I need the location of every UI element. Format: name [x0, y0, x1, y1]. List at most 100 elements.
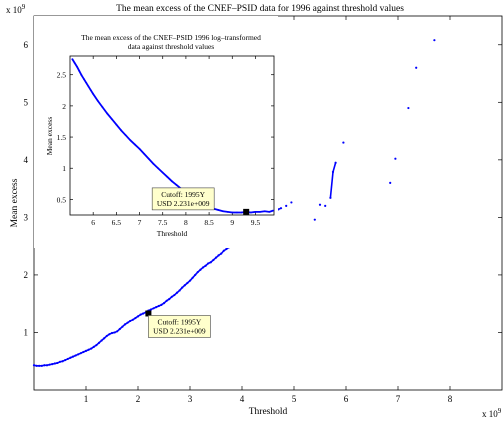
inset-y-tick-label: 1.5: [57, 133, 67, 142]
inset-data-segment: [129, 139, 136, 146]
main-data-point: [433, 39, 436, 42]
main-data-point: [342, 141, 345, 144]
main-data-segment: [189, 277, 194, 282]
main-data-segment: [210, 259, 214, 263]
main-data-segment: [46, 363, 50, 367]
inset-data-segment: [222, 210, 228, 213]
main-data-segment: [194, 271, 199, 276]
main-x-multiplier: x 109: [482, 407, 502, 419]
main-data-segment: [54, 362, 58, 365]
inset-x-tick-label: 7.5: [158, 218, 168, 227]
main-data-segment: [127, 320, 131, 324]
main-data-point: [290, 201, 293, 204]
inset-data-segment: [227, 210, 233, 214]
main-y-tick-label: 3: [24, 212, 29, 222]
main-y-tick-label: 6: [24, 40, 29, 50]
main-data-segment: [103, 335, 108, 339]
main-data-segment: [124, 322, 129, 326]
main-data-segment: [278, 207, 282, 211]
main-data-segment: [80, 351, 84, 354]
main-data-segment: [59, 360, 63, 363]
main-data-segment: [166, 298, 170, 302]
main-data-segment: [153, 306, 157, 310]
main-data-segment: [184, 282, 188, 286]
main-data-segment: [93, 344, 97, 348]
inset-data-segment: [73, 62, 78, 68]
main-data-segment: [109, 332, 113, 335]
main-annotation-line1: Cutoff: 1995Y: [157, 317, 201, 326]
main-data-segment: [220, 250, 225, 255]
main-data-segment: [199, 266, 204, 271]
main-annotation-box: [148, 315, 211, 338]
main-data-segment: [111, 331, 115, 334]
main-data-segment: [160, 302, 165, 306]
inset-chart: The mean excess of the CNEF–PSID 1996 lo…: [34, 16, 278, 248]
main-data-segment: [132, 317, 136, 321]
main-data-segment: [158, 304, 162, 307]
inset-cutoff-marker: [243, 208, 250, 215]
main-data-segment: [202, 265, 207, 269]
main-data-segment: [75, 353, 79, 357]
main-data-segment: [218, 252, 222, 257]
main-y-tick-label: 2: [24, 270, 29, 280]
inset-data-segment: [157, 167, 164, 174]
inset-data-segment: [138, 148, 145, 155]
inset-data-segment: [250, 210, 256, 214]
inset-data-segment: [111, 118, 118, 126]
inset-axis-ticks: 6 6.5 7 7.5 8 8.5 9 9.5 0.5 1 1.5 2 2.5: [57, 56, 274, 227]
main-data-segment: [119, 326, 123, 330]
inset-y-tick-label: 2: [62, 102, 66, 111]
main-data-point: [415, 66, 418, 69]
main-data-segment: [140, 312, 144, 316]
main-x-tick-label: 5: [292, 394, 297, 404]
inset-data-segment: [80, 74, 85, 80]
main-data-segment: [150, 307, 154, 311]
main-x-tick-label: 1: [84, 394, 89, 404]
main-data-segment: [85, 348, 89, 352]
main-data-segment: [41, 364, 45, 367]
inset-data-segment: [120, 129, 127, 136]
inset-x-tick-label: 9: [230, 218, 234, 227]
main-data-segment: [223, 248, 227, 252]
inset-x-axis-label: Threshold: [157, 229, 188, 238]
main-data-segment: [207, 261, 212, 265]
inset-data-segment: [106, 112, 113, 120]
main-x-axis-label: Threshold: [249, 407, 288, 417]
inset-y-tick-label: 1: [62, 164, 66, 173]
main-data-point: [285, 204, 288, 207]
main-y-tick-label: 5: [24, 97, 29, 107]
main-data-segment: [52, 362, 55, 365]
main-data-segment: [332, 162, 337, 173]
inset-data-segment: [85, 82, 90, 88]
inset-data-segment: [101, 106, 108, 114]
main-data-segment: [168, 296, 173, 300]
main-data-segment: [179, 287, 183, 291]
main-data-segment: [90, 346, 95, 350]
inset-data-segment: [148, 158, 155, 165]
main-x-tick-label: 2: [136, 394, 141, 404]
main-data-segment: [142, 311, 147, 315]
inset-data-segment: [264, 210, 270, 213]
inset-data-segment: [213, 207, 219, 211]
main-data-segment: [155, 305, 160, 308]
inset-data-segment: [124, 134, 131, 141]
inset-data-segment: [115, 124, 122, 131]
inset-annotation-box: [151, 187, 215, 211]
inset-x-tick-label: 8.5: [204, 218, 214, 227]
main-annotation-line2: USD 2.231e+009: [153, 326, 206, 335]
inset-x-tick-label: 6: [91, 218, 95, 227]
main-x-tick-label: 6: [344, 394, 349, 404]
main-data-segment: [134, 315, 139, 319]
main-y-axis-label: Mean excess: [10, 178, 20, 227]
main-data-segment: [33, 364, 37, 367]
main-data-segment: [98, 339, 103, 344]
inset-data-segment: [87, 86, 92, 91]
main-data-segment: [163, 300, 168, 304]
main-data-segment: [106, 333, 110, 337]
inset-y-tick-label: 0.5: [57, 195, 67, 204]
main-data-segment: [116, 328, 121, 332]
inset-data-segment: [162, 171, 168, 178]
